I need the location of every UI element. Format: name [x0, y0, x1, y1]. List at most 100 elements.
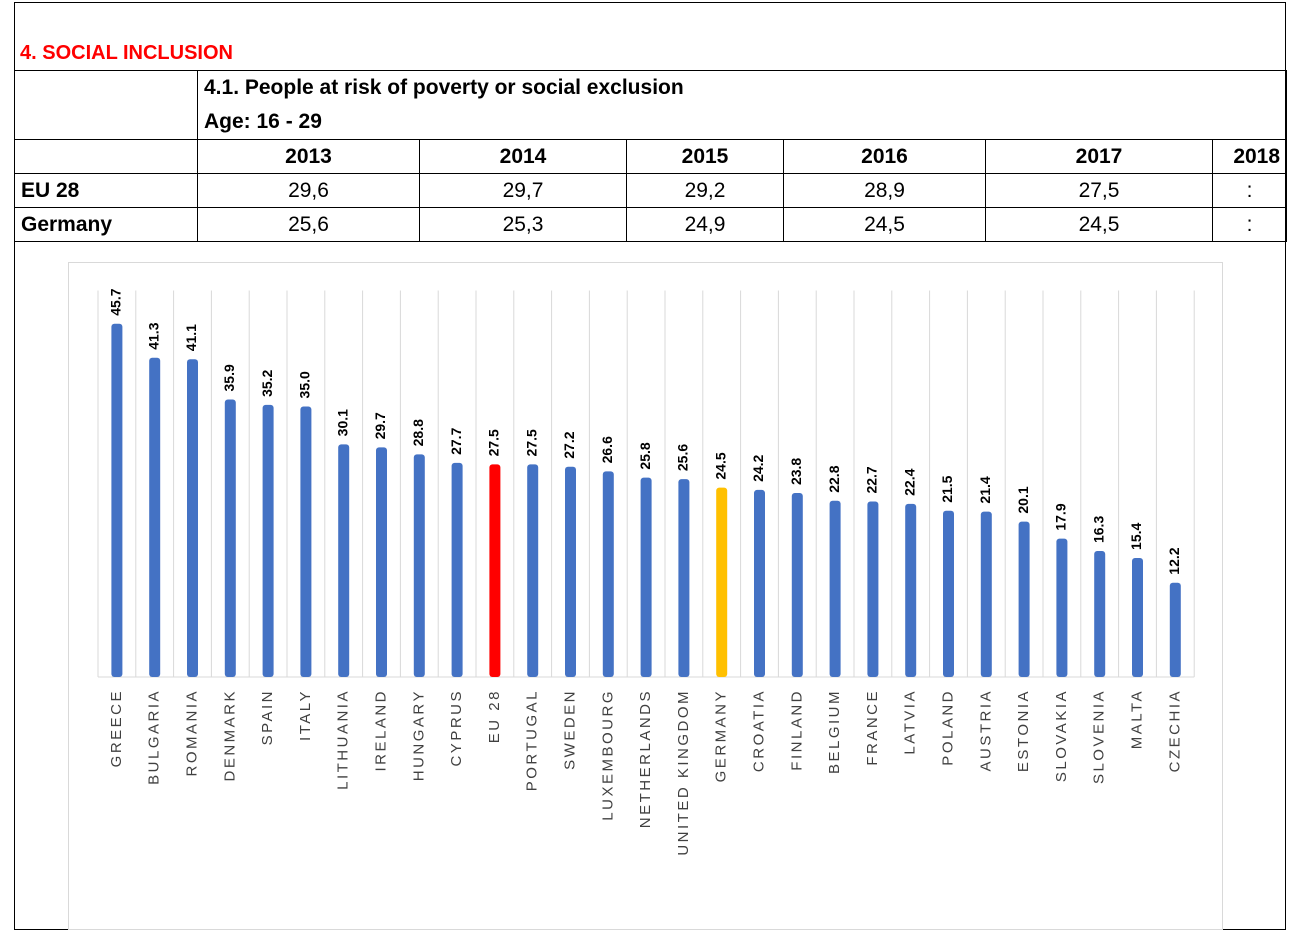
year-header: 2017 — [985, 139, 1213, 174]
category-label: GERMANY — [713, 689, 730, 782]
bar — [187, 359, 198, 677]
indicator-title: 4.1. People at risk of poverty or social… — [204, 76, 684, 99]
table-cell: 25,6 — [197, 207, 420, 242]
category-label: SLOVAKIA — [1053, 689, 1070, 782]
bar — [867, 501, 879, 677]
category-label: GREECE — [108, 689, 125, 767]
data-label: 41.1 — [183, 324, 199, 351]
year-header-row: 2013 2014 2015 2016 2017 2018 — [14, 139, 1288, 174]
table-cell: 24,5 — [985, 207, 1213, 242]
indicator-table: 4.1. People at risk of poverty or social… — [14, 70, 1288, 242]
bar — [300, 406, 312, 677]
table-cell: : — [1211, 173, 1288, 208]
data-label: 25.8 — [637, 442, 653, 469]
category-label: POLAND — [939, 689, 956, 766]
category-label: IRELAND — [372, 689, 389, 772]
category-label: EU 28 — [486, 689, 503, 743]
data-label: 23.8 — [788, 458, 804, 485]
bar — [829, 500, 841, 677]
row-label: Germany — [14, 207, 198, 242]
category-label: LITHUANIA — [335, 689, 352, 790]
bar — [1169, 582, 1181, 677]
data-label: 27.5 — [523, 429, 539, 456]
bar — [111, 323, 123, 677]
category-label: ROMANIA — [183, 689, 200, 777]
bar — [527, 464, 539, 677]
data-label: 17.9 — [1053, 503, 1069, 530]
table-cell: 24,9 — [626, 207, 784, 242]
bar — [489, 464, 501, 677]
bar — [224, 399, 236, 677]
year-header: 2014 — [419, 139, 627, 174]
table-cell: 25,3 — [419, 207, 627, 242]
data-label: 29.7 — [372, 412, 388, 439]
data-label: 22.7 — [864, 466, 880, 493]
bar — [338, 444, 350, 677]
category-label: BELGIUM — [826, 689, 843, 774]
category-label: UNITED KINGDOM — [675, 689, 692, 856]
category-label: SLOVENIA — [1091, 689, 1108, 784]
data-label: 15.4 — [1128, 522, 1144, 549]
bar — [149, 357, 161, 677]
year-header: 2015 — [626, 139, 784, 174]
table-cell: 29,2 — [626, 173, 784, 208]
table-row: EU 28 29,6 29,7 29,2 28,9 27,5 : — [14, 173, 1288, 208]
data-label: 16.3 — [1090, 516, 1106, 543]
data-label: 22.4 — [901, 468, 917, 495]
category-label: LUXEMBOURG — [599, 689, 616, 821]
data-label: 24.5 — [712, 452, 728, 479]
bar — [754, 489, 765, 677]
bar — [451, 462, 463, 677]
year-header: 2013 — [197, 139, 420, 174]
data-label: 35.9 — [221, 364, 237, 391]
data-label: 26.6 — [599, 436, 615, 463]
category-label: CYPRUS — [448, 689, 465, 767]
category-label: PORTUGAL — [524, 689, 541, 791]
bar-chart: 45.7 GREECE 41.3 BULGARIA 41.1 ROMANIA 35.9 DEN… — [97, 288, 1195, 856]
row-label: EU 28 — [14, 173, 198, 208]
category-label: LATVIA — [902, 689, 919, 755]
bar — [716, 487, 728, 677]
bar — [640, 477, 652, 677]
category-label: FINLAND — [788, 689, 805, 771]
table-cell: : — [1211, 207, 1288, 242]
data-label: 25.6 — [675, 444, 691, 471]
indicator-age: Age: 16 - 29 — [204, 110, 322, 133]
data-label: 27.2 — [561, 431, 577, 458]
category-label: HUNGARY — [410, 689, 427, 781]
category-label: CZECHIA — [1166, 689, 1183, 772]
bar — [565, 466, 576, 677]
category-label: ESTONIA — [1015, 689, 1032, 772]
data-label: 22.8 — [826, 465, 842, 492]
chart-area: 45.7 GREECE 41.3 BULGARIA 41.1 ROMANIA 35.9 DEN… — [68, 262, 1223, 930]
category-label: SWEDEN — [561, 689, 578, 770]
category-label: NETHERLANDS — [637, 689, 654, 828]
data-label: 41.3 — [145, 322, 161, 349]
bar — [1132, 557, 1143, 677]
category-label: DENMARK — [221, 689, 238, 782]
data-label: 35.2 — [259, 369, 275, 396]
data-label: 21.4 — [977, 476, 993, 503]
category-label: BULGARIA — [146, 689, 163, 785]
table-title-row: 4.1. People at risk of poverty or social… — [14, 70, 1288, 140]
category-label: SPAIN — [259, 689, 276, 745]
bar — [980, 511, 992, 677]
bar — [262, 404, 274, 677]
indicator-title-cell: 4.1. People at risk of poverty or social… — [196, 70, 1288, 140]
data-label: 45.7 — [108, 288, 124, 315]
year-header-corner — [14, 139, 198, 174]
data-label: 28.8 — [410, 419, 426, 446]
data-label: 24.2 — [750, 454, 766, 481]
category-label: ITALY — [297, 689, 314, 741]
data-label: 21.5 — [939, 475, 955, 502]
category-label: FRANCE — [864, 689, 881, 766]
data-label: 27.7 — [448, 427, 464, 454]
bar — [943, 510, 954, 677]
data-label: 20.1 — [1015, 486, 1031, 513]
bar — [1094, 551, 1106, 677]
bar — [413, 454, 425, 677]
table-cell: 29,7 — [419, 173, 627, 208]
category-label: MALTA — [1128, 689, 1145, 749]
table-cell: 24,5 — [783, 207, 986, 242]
bar — [678, 479, 690, 677]
